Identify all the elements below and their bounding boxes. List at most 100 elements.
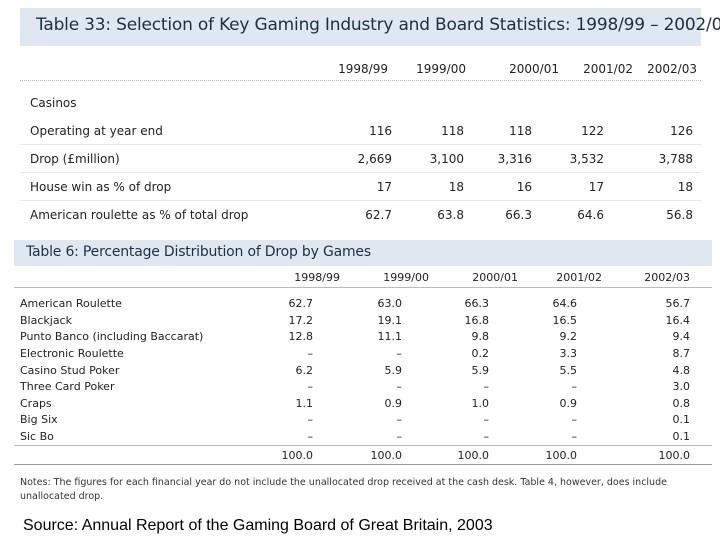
table-33-cell: 118 (441, 124, 464, 138)
table-33-cell: 56.8 (666, 208, 693, 222)
table-6-cell: 5.9 (384, 364, 403, 377)
table-6-cell: 9.8 (471, 330, 490, 343)
table-6-cell: – (307, 347, 314, 360)
table-6-cell: 3.3 (559, 347, 578, 360)
table-6-cell: 63.0 (377, 297, 403, 310)
table-33-title-banner (20, 8, 701, 46)
table-33-col-header: 2001/02 (583, 62, 633, 76)
table-6-row-label: Three Card Poker (20, 380, 115, 393)
table-33-col-header: 2002/03 (647, 62, 697, 76)
table-33-section-label: Casinos (30, 96, 77, 110)
table-33-cell: 66.3 (505, 208, 532, 222)
table-6-cell: – (396, 347, 403, 360)
table-6-header-rule (14, 287, 712, 288)
table-33-cell: 118 (509, 124, 532, 138)
table-6-col-header: 2001/02 (556, 271, 602, 284)
table-6-cell: 1.0 (471, 397, 490, 410)
table-6-cell: 56.7 (665, 297, 691, 310)
table-33-title: Table 33: Selection of Key Gaming Indust… (36, 15, 720, 35)
table-6-total-cell: 100.0 (658, 449, 691, 462)
table-33-cell: 17 (376, 180, 392, 194)
table-6-cell: 4.8 (672, 364, 691, 377)
table-33-row-label: House win as % of drop (30, 180, 172, 194)
table-6-cell: – (483, 413, 490, 426)
table-6-notes: Notes: The figures for each financial ye… (20, 477, 667, 502)
table-33-cell: 63.8 (437, 208, 464, 222)
table-6-cell: – (571, 413, 578, 426)
table-33-col-header: 2000/01 (509, 62, 559, 76)
table-33-cell: 122 (581, 124, 604, 138)
table-6-cell: 0.9 (559, 397, 578, 410)
table-33-row-label: Operating at year end (30, 124, 163, 138)
table-6-cell: – (307, 430, 314, 443)
table-6-cell: 0.8 (672, 397, 691, 410)
table-6-row-label: American Roulette (20, 297, 122, 310)
table-33-row-label: Drop (£million) (30, 152, 120, 166)
table-6-title-banner (14, 240, 712, 266)
table-33-cell: 3,532 (569, 152, 604, 166)
table-6-cell: 16.4 (665, 314, 691, 327)
table-6-cell: 11.1 (377, 330, 403, 343)
table-6-col-header: 1999/00 (383, 271, 429, 284)
table-33-cell: 62.7 (365, 208, 392, 222)
table-6-cell: 12.8 (288, 330, 314, 343)
table-6-row-label: Electronic Roulette (20, 347, 124, 360)
table-6-total-cell: 100.0 (370, 449, 403, 462)
table-6-col-header: 2002/03 (644, 271, 690, 284)
table-33-row-rule (20, 144, 701, 145)
table-6-cell: 64.6 (552, 297, 578, 310)
table-33-row-rule (20, 172, 701, 173)
table-6-cell: – (571, 380, 578, 393)
table-33-cell: 64.6 (577, 208, 604, 222)
table-6-cell: 66.3 (464, 297, 490, 310)
table-6-col-header: 2000/01 (472, 271, 518, 284)
table-6-total-cell: 100.0 (281, 449, 314, 462)
table-6-cell: 0.2 (471, 347, 490, 360)
table-33-cell: 18 (448, 180, 464, 194)
table-6-total-rule (14, 445, 712, 446)
table-6-cell: 17.2 (288, 314, 314, 327)
table-6-cell: 9.2 (559, 330, 578, 343)
table-6-cell: 16.8 (464, 314, 490, 327)
table-33-col-header: 1999/00 (416, 62, 466, 76)
table-6-col-header: 1998/99 (294, 271, 340, 284)
table-33-cell: 18 (677, 180, 693, 194)
table-6-cell: – (396, 430, 403, 443)
table-6-row-label: Casino Stud Poker (20, 364, 120, 377)
table-6-cell: 0.1 (672, 413, 691, 426)
table-33-col-header: 1998/99 (338, 62, 388, 76)
table-33-cell: 116 (369, 124, 392, 138)
table-6-total-cell: 100.0 (545, 449, 578, 462)
table-6-cell: 5.5 (559, 364, 578, 377)
table-33-row-label: American roulette as % of total drop (30, 208, 249, 222)
table-6-cell: 6.2 (295, 364, 314, 377)
table-6-cell: 62.7 (288, 297, 314, 310)
table-6-cell: 5.9 (471, 364, 490, 377)
table-6-cell: 0.1 (672, 430, 691, 443)
table-33-cell: 17 (588, 180, 604, 194)
table-33-cell: 2,669 (357, 152, 392, 166)
table-33-header-rule (20, 80, 701, 81)
table-33-cell: 16 (516, 180, 532, 194)
table-6-row-label: Blackjack (20, 314, 72, 327)
table-6-cell: 3.0 (672, 380, 691, 393)
table-6-cell: – (396, 413, 403, 426)
table-6-title: Table 6: Percentage Distribution of Drop… (26, 244, 371, 260)
table-33-cell: 3,100 (429, 152, 464, 166)
table-6-cell: 0.9 (384, 397, 403, 410)
table-6-total-cell: 100.0 (457, 449, 490, 462)
table-6-cell: – (396, 380, 403, 393)
table-6-cell: 1.1 (295, 397, 314, 410)
table-6-cell: – (307, 413, 314, 426)
table-6-cell: 9.4 (672, 330, 691, 343)
table-6-bottom-rule (14, 464, 712, 465)
table-6-row-label: Craps (20, 397, 52, 410)
table-6-cell: – (483, 380, 490, 393)
table-33-row-rule (20, 200, 701, 201)
table-6-row-label: Sic Bo (20, 430, 54, 443)
table-6-cell: 19.1 (377, 314, 403, 327)
table-6-cell: – (483, 430, 490, 443)
table-6-cell: 8.7 (672, 347, 691, 360)
table-6-cell: 16.5 (552, 314, 578, 327)
table-6-row-label: Big Six (20, 413, 58, 426)
